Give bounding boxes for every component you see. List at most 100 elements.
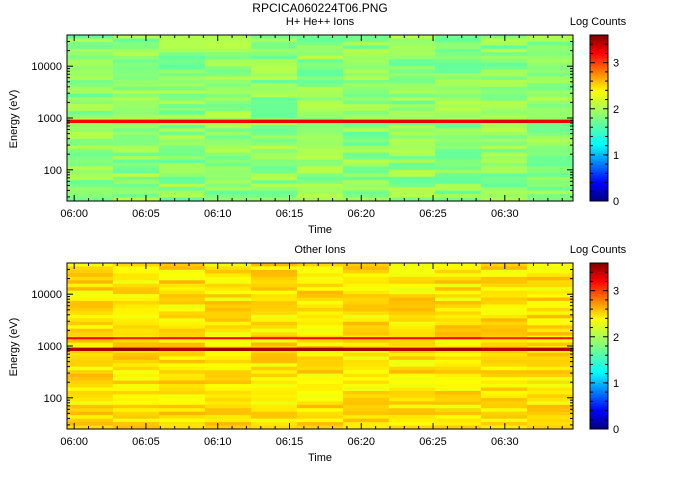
heatmap-cell: [251, 66, 298, 71]
heatmap-cell: [297, 48, 344, 53]
heatmap-cell: [481, 318, 528, 323]
heatmap-cell: [113, 138, 160, 143]
heatmap-cell: [159, 408, 206, 413]
heatmap-cell: [343, 93, 390, 98]
heatmap-cell: [159, 138, 206, 143]
heatmap-cell: [389, 111, 436, 116]
heatmap-cell: [481, 415, 528, 420]
heatmap-cell: [527, 159, 574, 164]
heatmap-cell: [481, 397, 528, 402]
heatmap-cell: [481, 52, 528, 57]
heatmap-cell: [205, 352, 252, 357]
x-tick-label: 06:05: [132, 436, 160, 448]
heatmap-cell: [297, 35, 344, 40]
heatmap-cell: [481, 425, 528, 430]
heatmap-cell: [527, 349, 574, 354]
heatmap-cell: [527, 269, 574, 274]
heatmap-cell: [343, 180, 390, 185]
heatmap-cell: [251, 415, 298, 420]
heatmap-cell: [297, 59, 344, 64]
heatmap-cell: [205, 190, 252, 195]
heatmap-cell: [159, 145, 206, 150]
heatmap-cell: [389, 290, 436, 295]
heatmap-cell: [343, 401, 390, 406]
heatmap-cell: [481, 276, 528, 281]
heatmap-cell: [113, 62, 160, 67]
heatmap-cell: [205, 169, 252, 174]
heatmap-cell: [251, 69, 298, 74]
heatmap-cell: [435, 377, 482, 382]
heatmap-cell: [251, 93, 298, 98]
heatmap-cell: [343, 187, 390, 192]
heatmap-cell: [67, 377, 114, 382]
heatmap-cell: [527, 321, 574, 326]
heatmap-cell: [389, 276, 436, 281]
heatmap-cell: [343, 114, 390, 119]
heatmap-cell: [435, 90, 482, 95]
heatmap-cell: [389, 370, 436, 375]
energy-band: [435, 337, 482, 340]
heatmap-cell: [113, 422, 160, 427]
heatmap-cell: [435, 73, 482, 78]
heatmap-cell: [389, 114, 436, 119]
heatmap-cell: [297, 263, 344, 268]
heatmap-cell: [527, 380, 574, 385]
heatmap-cell: [527, 328, 574, 333]
heatmap-cell: [205, 328, 252, 333]
heatmap-cell: [297, 86, 344, 91]
heatmap-cell: [67, 55, 114, 60]
heatmap-cell: [389, 166, 436, 171]
energy-band: [435, 119, 482, 124]
heatmap-cell: [251, 339, 298, 344]
heatmap-cell: [159, 273, 206, 278]
energy-band: [481, 119, 528, 124]
heatmap-cell: [343, 69, 390, 74]
energy-band: [67, 347, 114, 352]
heatmap-cell: [205, 180, 252, 185]
heatmap-cell: [113, 86, 160, 91]
heatmap-cell: [435, 142, 482, 147]
heatmap-cell: [527, 287, 574, 292]
heatmap-cell: [389, 352, 436, 357]
heatmap-cell: [389, 187, 436, 192]
heatmap-cell: [251, 418, 298, 423]
heatmap-cell: [251, 76, 298, 81]
heatmap-cell: [113, 93, 160, 98]
heatmap-cell: [251, 311, 298, 316]
heatmap-cell: [297, 114, 344, 119]
heatmap-cell: [527, 145, 574, 150]
heatmap-cell: [297, 135, 344, 140]
heatmap-cell: [67, 366, 114, 371]
heatmap-cell: [297, 384, 344, 389]
heatmap-cell: [481, 377, 528, 382]
heatmap-cell: [251, 97, 298, 102]
x-tick-label: 06:30: [491, 436, 519, 448]
heatmap-cell: [297, 73, 344, 78]
heatmap-cell: [297, 415, 344, 420]
heatmap-cell: [389, 307, 436, 313]
heatmap-cell: [343, 394, 390, 399]
heatmap-cell: [435, 339, 482, 344]
heatmap-cell: [159, 183, 206, 188]
heatmap-cell: [67, 197, 114, 202]
heatmap-cell: [205, 142, 252, 147]
heatmap-cell: [343, 97, 390, 102]
heatmap-cell: [435, 166, 482, 171]
heatmap-cell: [113, 197, 160, 202]
heatmap-cell: [205, 114, 252, 119]
heatmap-cell: [343, 156, 390, 161]
heatmap-cell: [205, 307, 252, 313]
heatmap-cell: [343, 100, 390, 105]
heatmap-cell: [343, 152, 390, 157]
heatmap-cell: [205, 377, 252, 382]
heatmap-cell: [297, 297, 344, 302]
heatmap-cell: [67, 408, 114, 413]
heatmap-cell: [67, 45, 114, 50]
heatmap-cell: [159, 307, 206, 313]
x-tick-label: 06:15: [276, 208, 304, 220]
heatmap-cell: [343, 342, 390, 347]
y-tick-label: 1000: [38, 341, 62, 353]
heatmap-cell: [435, 66, 482, 71]
panel-title: H+ He++ Ions: [286, 16, 355, 28]
heatmap-cell: [389, 328, 436, 333]
